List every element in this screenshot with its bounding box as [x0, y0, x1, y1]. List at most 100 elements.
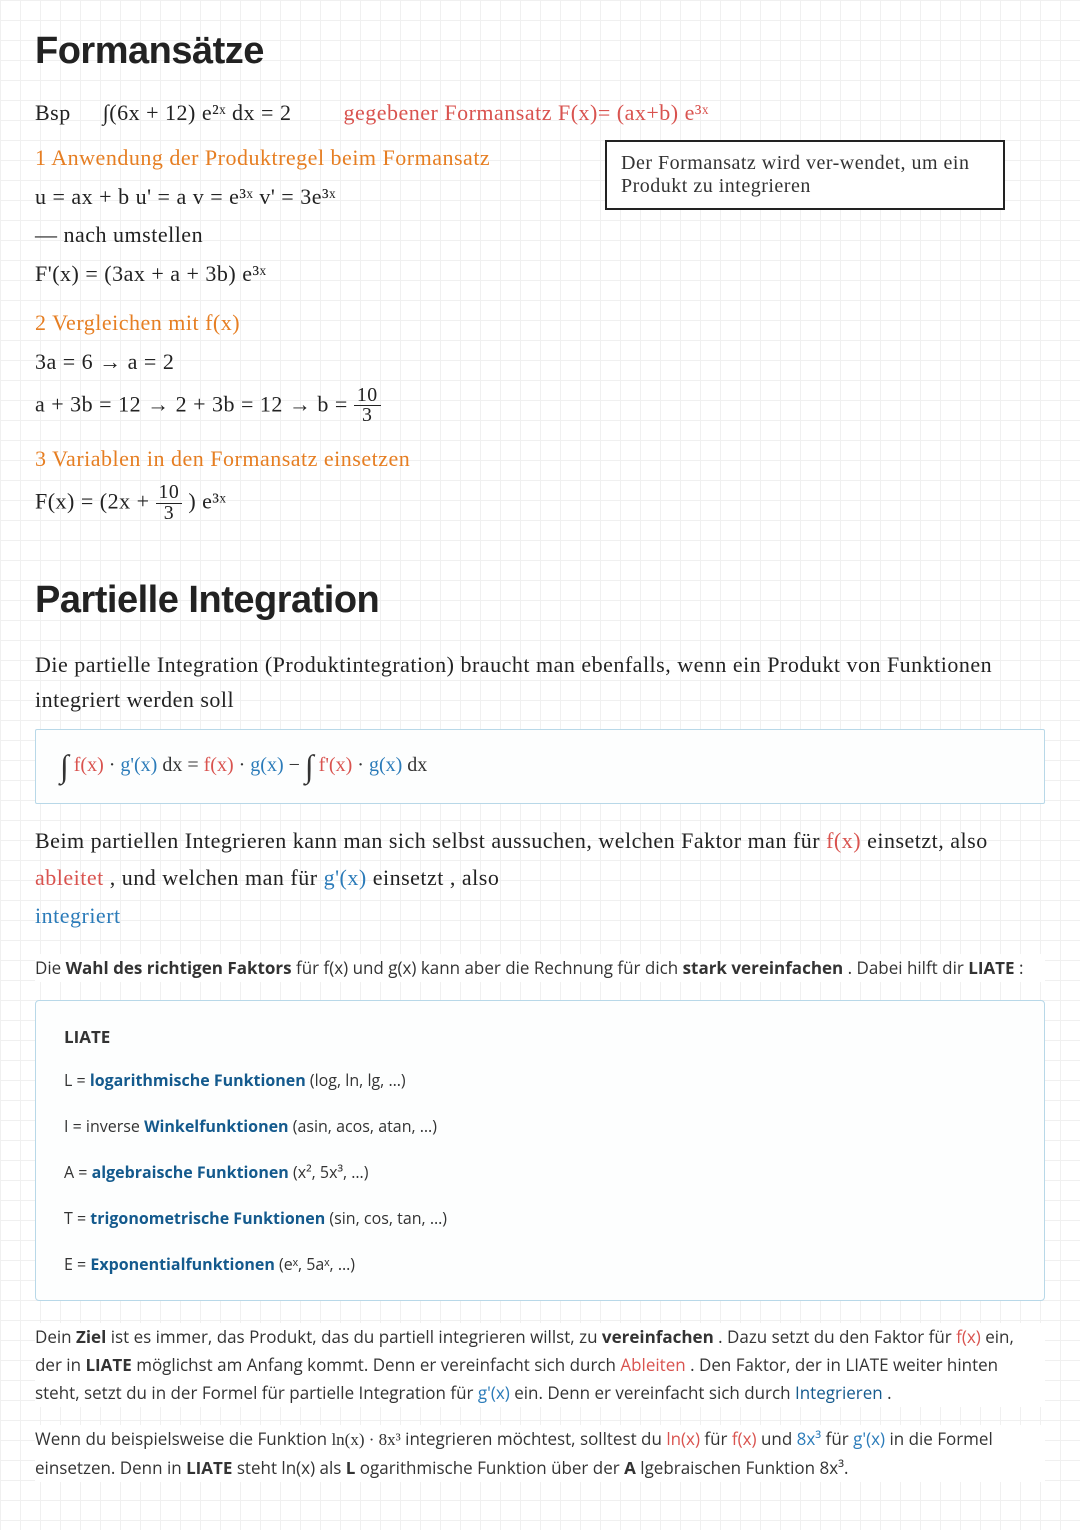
body1-d: stark vereinfachen [683, 956, 844, 979]
step3-line-a: F(x) = (2x + [35, 488, 156, 513]
liate-I-pre: I = inverse [64, 1115, 144, 1137]
body1-b: Wahl des richtigen Faktors [66, 956, 292, 979]
liate-L: L = logarithmische Funktionen (log, ln, … [64, 1068, 1016, 1092]
liate-A-bold: algebraische Funktionen [92, 1161, 289, 1183]
integral-sign-1: ∫ [60, 748, 69, 784]
step2-line1: 3a = 6 → a = 2 [35, 347, 1045, 378]
liate-T: T = trigonometrische Funktionen (sin, co… [64, 1206, 1016, 1230]
body3-gpx: g'(x) [853, 1427, 885, 1450]
body2-c: ist es immer, das Produkt, das du partie… [111, 1325, 602, 1348]
step1-line2: — nach umstellen [35, 220, 1045, 251]
body1-g: : [1019, 956, 1023, 979]
step3-line: F(x) = (2x + 10 3 ) e³ˣ [35, 483, 1045, 524]
hand-para-d: einsetzt , also [373, 865, 500, 890]
formula-minus: − [289, 754, 305, 776]
liate-L-post: (log, ln, lg, …) [310, 1069, 406, 1091]
liate-L-pre: L = [64, 1069, 90, 1091]
body2-g: LIATE [85, 1353, 131, 1376]
hand-ableitet: ableitet [35, 865, 104, 890]
bsp-formula: ∫(6x + 12) e²ˣ dx = 2 [103, 100, 292, 125]
integral-sign-2: ∫ [305, 748, 314, 784]
body-text-3: Wenn du beispielsweise die Funktion ln(x… [35, 1425, 1045, 1482]
step3-frac-num: 10 [156, 483, 183, 504]
formula-gpx: g'(x) [120, 754, 157, 776]
formula-fx2: f(x) [204, 754, 234, 776]
body1-e: . Dabei hilft dir [848, 956, 969, 979]
hand-integriert: integriert [35, 903, 121, 928]
step2-fraction: 10 3 [354, 386, 381, 427]
body2-a: Dein [35, 1325, 76, 1348]
step1-line3: F'(x) = (3ax + a + 3b) e³ˣ [35, 259, 1045, 290]
section-title-partielle: Partielle Integration [35, 579, 1045, 622]
body3-func: ln(x) · 8x³ [331, 1430, 400, 1449]
body-text-1: Die Wahl des richtigen Faktors für f(x) … [35, 954, 1045, 982]
body3-fx: f(x) [732, 1427, 757, 1450]
body1-a: Die [35, 956, 66, 979]
partial-hand-para: Beim partiellen Integrieren kann man sic… [35, 822, 1045, 934]
body3-a: Wenn du beispielsweise die Funktion [35, 1427, 331, 1450]
body2-j: ein. Denn er vereinfacht sich durch [514, 1381, 795, 1404]
step2-frac-num: 10 [354, 386, 381, 407]
step3-fraction: 10 3 [156, 483, 183, 524]
formula-gx: g(x) [250, 754, 283, 776]
step2-title: 2 Vergleichen mit f(x) [35, 308, 1045, 339]
liate-L-bold: logarithmische Funktionen [90, 1069, 306, 1091]
liate-A-post: (x², 5x³, …) [293, 1161, 369, 1183]
body3-d: und [761, 1427, 797, 1450]
hand-para-c: , und welchen man für [110, 865, 324, 890]
body2-fx: f(x) [956, 1325, 981, 1348]
body2-k: . [887, 1381, 891, 1404]
body1-f: LIATE [968, 956, 1014, 979]
formula-gx2: g(x) [369, 754, 402, 776]
step2-line2-text: a + 3b = 12 → 2 + 3b = 12 → b = [35, 391, 354, 416]
body3-b: integrieren möchtest, solltest du [405, 1427, 666, 1450]
liate-I: I = inverse Winkelfunktionen (asin, acos… [64, 1114, 1016, 1138]
liate-E-post: (eˣ, 5aˣ, …) [279, 1253, 355, 1275]
liate-box: LIATE L = logarithmische Funktionen (log… [35, 1000, 1045, 1301]
body2-e: . Dazu setzt du den Faktor für [718, 1325, 956, 1348]
body2-integrieren: Integrieren [795, 1381, 883, 1404]
formula-fx: f(x) [74, 754, 104, 776]
liate-A-pre: A = [64, 1161, 92, 1183]
example-line: Bsp ∫(6x + 12) e²ˣ dx = 2 gegebener Form… [35, 98, 1045, 129]
body3-8x3: 8x³ [797, 1427, 822, 1450]
formula-fpx: f'(x) [319, 754, 353, 776]
body3-h: ogarithmische Funktion über der [360, 1456, 624, 1479]
liate-I-bold: Winkelfunktionen [144, 1115, 289, 1137]
formula-dot1: · [109, 754, 121, 776]
liate-E-pre: E = [64, 1253, 90, 1275]
body3-lnx: ln(x) [666, 1427, 700, 1450]
note-box: Der Formansatz wird ver-wendet, um ein P… [605, 140, 1005, 210]
hand-fx: f(x) [826, 828, 861, 853]
body3-liate: LIATE [186, 1456, 232, 1479]
body1-c: für f(x) und g(x) kann aber die Rechnung… [296, 956, 683, 979]
liate-T-pre: T = [64, 1207, 90, 1229]
liate-title: LIATE [64, 1025, 1016, 1048]
body3-L: L [346, 1456, 356, 1479]
section-title-formansaetze: Formansätze [35, 30, 1045, 73]
formula-dx2: dx [407, 754, 427, 776]
body2-ableiten: Ableiten [620, 1353, 685, 1376]
body2-d: vereinfachen [602, 1325, 714, 1348]
hand-para-a: Beim partiellen Integrieren kann man sic… [35, 828, 826, 853]
liate-E: E = Exponentialfunktionen (eˣ, 5aˣ, …) [64, 1252, 1016, 1276]
bsp-label: Bsp [35, 100, 71, 125]
liate-T-post: (sin, cos, tan, …) [329, 1207, 447, 1229]
partial-intro: Die partielle Integration (Produktintegr… [35, 647, 1045, 717]
formula-dot3: · [357, 754, 369, 776]
step3-line-b: ) e³ˣ [188, 488, 226, 513]
body-text-2: Dein Ziel ist es immer, das Produkt, das… [35, 1323, 1045, 1407]
body2-h: möglichst am Anfang kommt. Denn er verei… [136, 1353, 620, 1376]
liate-I-post: (asin, acos, atan, …) [293, 1115, 437, 1137]
step3-title: 3 Variablen in den Formansatz einsetzen [35, 444, 1045, 475]
step3-frac-den: 3 [156, 504, 183, 524]
body2-gpx: g'(x) [478, 1381, 510, 1404]
body3-i: lgebraischen Funktion 8x³. [640, 1456, 848, 1479]
liate-A: A = algebraische Funktionen (x², 5x³, …) [64, 1160, 1016, 1184]
hand-para-b: einsetzt, also [867, 828, 988, 853]
body3-c: für [704, 1427, 732, 1450]
formula-dot2: · [239, 754, 251, 776]
body2-b: Ziel [76, 1325, 106, 1348]
step2-frac-den: 3 [354, 406, 381, 426]
bsp-given: gegebener Formansatz F(x)= (ax+b) e³ˣ [343, 100, 708, 125]
